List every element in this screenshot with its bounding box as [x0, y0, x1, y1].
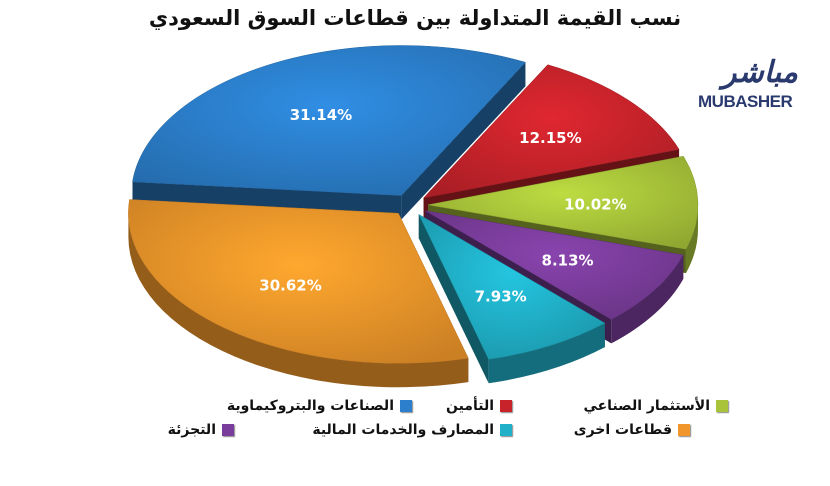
- legend-label: قطاعات اخرى: [573, 422, 672, 438]
- legend-swatch: [400, 400, 412, 412]
- legend-item-industrial-investment: الأستثمار الصناعي: [583, 398, 728, 414]
- legend-swatch: [222, 424, 234, 436]
- pie-slice-top: [418, 213, 606, 360]
- logo-latin-text: MUBASHER: [698, 92, 793, 111]
- pie-slice-wall: [401, 62, 526, 220]
- slice-value-label: 31.14%: [290, 106, 352, 124]
- slice-value-label: 30.62%: [259, 276, 321, 294]
- slice-value-label: 7.93%: [475, 288, 527, 306]
- legend-label: الأستثمار الصناعي: [583, 398, 710, 414]
- legend-swatch: [678, 424, 690, 436]
- legend-item-petrochemical: الصناعات والبتروكيماوية: [227, 398, 412, 414]
- pie-slice-side: [128, 213, 469, 388]
- pie-slice-top: [425, 210, 684, 320]
- pie-slice: [128, 199, 469, 388]
- pie-slice-side: [685, 204, 698, 274]
- chart-title: نسب القيمة المتداولة بين قطاعات السوق ال…: [148, 6, 682, 30]
- legend-item-other-sectors: قطاعات اخرى: [574, 422, 690, 438]
- legend-label: الصناعات والبتروكيماوية: [226, 398, 394, 414]
- mubasher-logo: مباشر MUBASHER: [696, 58, 808, 118]
- legend-swatch: [500, 400, 512, 412]
- slice-value-label: 10.02%: [564, 195, 626, 213]
- legend-item-insurance: التأمين: [446, 398, 512, 414]
- legend-item-retail: التجزئة: [168, 422, 234, 438]
- pie-slice-top: [132, 45, 526, 196]
- pie-slice-top: [427, 155, 699, 250]
- legend-swatch: [500, 424, 512, 436]
- pie-slice-top: [128, 199, 469, 364]
- pie-slice: [418, 213, 606, 384]
- pie-slice-side: [611, 254, 684, 344]
- legend-item-banks-financial: المصارف والخدمات المالية: [312, 422, 512, 438]
- pie-slice-wall: [418, 214, 489, 384]
- pie-slice-top: [422, 64, 680, 199]
- pie-slice-side: [488, 323, 605, 384]
- slice-value-label: 8.13%: [542, 252, 594, 270]
- legend-label: المصارف والخدمات المالية: [312, 422, 494, 438]
- legend-label: التأمين: [445, 398, 494, 414]
- legend-label: التجزئة: [167, 422, 216, 438]
- slice-value-label: 12.15%: [519, 129, 581, 147]
- logo-arabic-text: مباشر: [722, 55, 798, 90]
- legend-swatch: [716, 400, 728, 412]
